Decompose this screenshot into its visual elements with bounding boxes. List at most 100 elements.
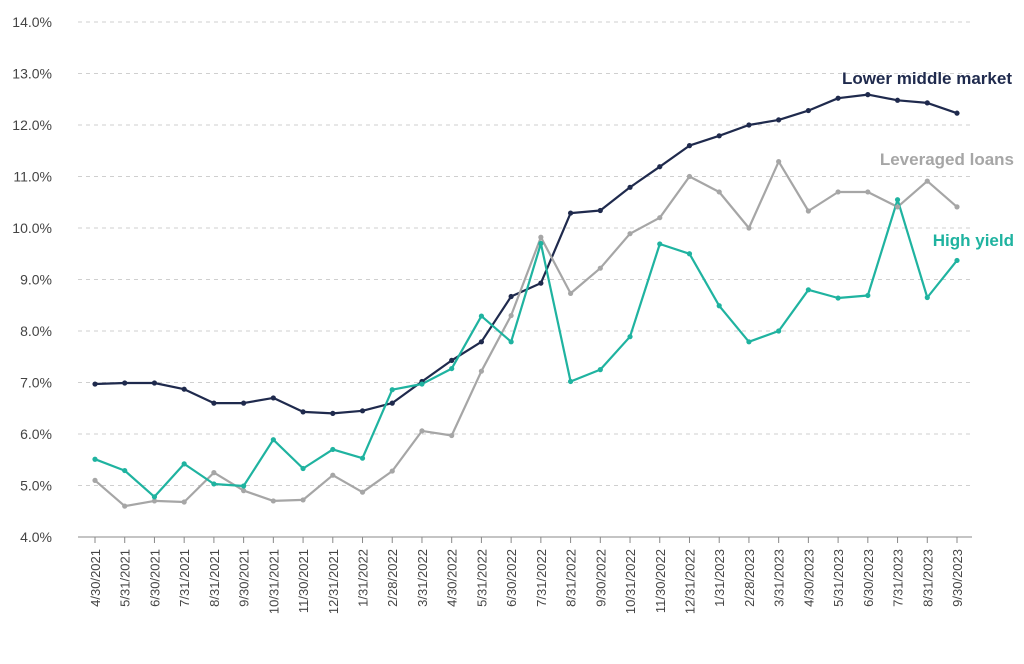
x-tick-label: 1/31/2022 [356, 549, 371, 607]
point-lower-middle-market [181, 386, 187, 392]
point-leveraged-loans [241, 488, 247, 494]
series-label-high-yield: High yield [933, 231, 1014, 250]
point-leveraged-loans [92, 477, 98, 483]
y-tick-label: 12.0% [12, 117, 52, 133]
y-tick-label: 6.0% [20, 426, 52, 442]
point-lower-middle-market [270, 395, 276, 401]
point-lower-middle-market [627, 184, 633, 190]
point-lower-middle-market [122, 380, 128, 386]
x-tick-label: 12/31/2021 [326, 549, 341, 614]
point-leveraged-loans [478, 368, 485, 374]
point-leveraged-loans [865, 189, 871, 195]
point-leveraged-loans [508, 312, 514, 319]
point-high-yield [538, 240, 544, 247]
series-line-high-yield [94, 198, 958, 498]
x-tick-label: 10/31/2022 [623, 549, 638, 614]
point-high-yield [627, 334, 633, 340]
series-layer [92, 92, 960, 509]
y-tick-label: 14.0% [12, 14, 52, 30]
y-axis-ticks: 4.0% 5.0% 6.0% 7.0% 8.0% 9.0% 10.0% 11.0% 12.0% 1… [12, 14, 52, 545]
y-tick-label: 5.0% [20, 478, 52, 494]
point-leveraged-loans [330, 472, 336, 478]
y-tick-label: 10.0% [12, 220, 52, 236]
x-tick-label: 4/30/2021 [88, 549, 103, 607]
x-tick-label: 8/31/2021 [207, 549, 222, 607]
point-lower-middle-market [686, 143, 693, 149]
x-tick-label: 5/31/2021 [118, 549, 133, 607]
x-tick-label: 10/31/2021 [266, 549, 281, 614]
x-tick-label: 4/30/2023 [801, 549, 816, 607]
point-high-yield [449, 365, 455, 372]
x-tick-label: 3/31/2022 [415, 549, 430, 607]
point-high-yield [686, 251, 693, 257]
x-tick-label: 12/31/2022 [682, 549, 697, 614]
point-high-yield [92, 456, 98, 462]
point-high-yield [954, 257, 960, 264]
point-high-yield [746, 339, 752, 345]
point-high-yield [657, 241, 663, 247]
point-leveraged-loans [151, 498, 158, 504]
point-leveraged-loans [954, 204, 960, 210]
point-lower-middle-market [151, 380, 158, 386]
point-high-yield [270, 437, 276, 443]
point-lower-middle-market [746, 122, 752, 128]
point-leveraged-loans [538, 234, 544, 240]
point-lower-middle-market [538, 280, 544, 286]
point-high-yield [567, 378, 574, 385]
y-tick-label: 4.0% [20, 529, 52, 545]
x-tick-label: 7/31/2021 [177, 549, 192, 607]
point-high-yield [241, 483, 247, 489]
point-leveraged-loans [597, 265, 603, 271]
y-tick-label: 11.0% [13, 169, 52, 185]
point-lower-middle-market [359, 408, 366, 414]
point-lower-middle-market [508, 293, 514, 300]
point-high-yield [508, 339, 514, 345]
point-leveraged-loans [776, 158, 782, 165]
point-leveraged-loans [211, 470, 217, 476]
series-label-lower-middle-market: Lower middle market [842, 69, 1012, 88]
point-high-yield [300, 465, 306, 472]
x-tick-label: 9/30/2021 [237, 549, 252, 607]
point-lower-middle-market [954, 110, 960, 116]
point-leveraged-loans [746, 225, 752, 231]
point-lower-middle-market [716, 133, 722, 139]
x-tick-label: 2/28/2023 [742, 549, 757, 607]
point-leveraged-loans [716, 189, 722, 195]
x-tick-label: 11/30/2022 [653, 549, 668, 613]
x-tick-label: 7/31/2022 [534, 549, 549, 607]
point-high-yield [359, 455, 366, 461]
x-tick-label: 11/30/2021 [296, 549, 311, 613]
series-line-lower-middle-market [94, 93, 958, 415]
point-lower-middle-market [924, 100, 930, 106]
point-high-yield [211, 481, 217, 487]
point-leveraged-loans [924, 178, 930, 184]
series-labels: Lower middle market Leveraged loans High… [842, 69, 1014, 250]
point-high-yield [597, 367, 603, 373]
point-lower-middle-market [92, 381, 98, 387]
point-lower-middle-market [865, 92, 871, 98]
point-high-yield [805, 287, 811, 293]
y-tick-label: 9.0% [20, 272, 52, 288]
x-tick-label: 3/31/2023 [772, 549, 787, 607]
y-tick-label: 7.0% [20, 375, 52, 391]
point-lower-middle-market [657, 164, 663, 170]
point-lower-middle-market [241, 400, 247, 406]
x-tick-label: 8/31/2023 [920, 549, 935, 607]
point-high-yield [419, 381, 425, 387]
point-leveraged-loans [270, 498, 276, 504]
point-lower-middle-market [805, 107, 811, 114]
point-leveraged-loans [805, 208, 811, 214]
point-lower-middle-market [835, 95, 841, 101]
point-high-yield [865, 292, 871, 299]
point-lower-middle-market [478, 339, 485, 345]
point-leveraged-loans [686, 173, 693, 180]
series-line-leveraged-loans [94, 160, 958, 508]
point-leveraged-loans [419, 428, 425, 434]
point-lower-middle-market [211, 400, 217, 406]
x-tick-label: 9/30/2023 [950, 549, 965, 607]
point-high-yield [716, 303, 722, 309]
point-leveraged-loans [894, 204, 901, 210]
x-tick-label: 7/31/2023 [891, 549, 906, 607]
point-high-yield [181, 461, 187, 467]
